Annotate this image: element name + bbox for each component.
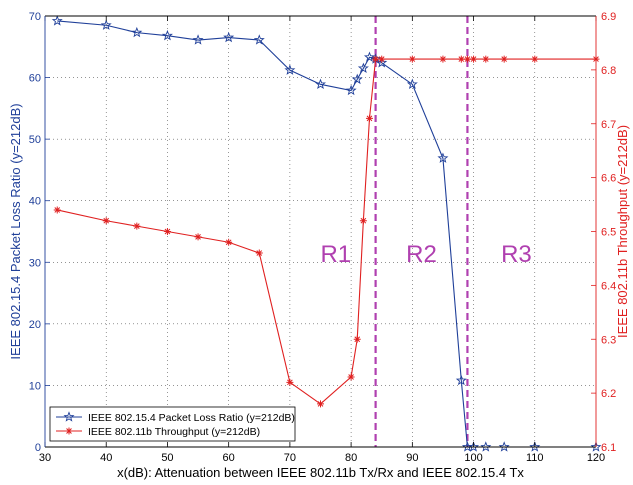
series-1-point <box>351 73 363 85</box>
series-1-point <box>284 64 296 75</box>
region-labels: R1 R2 R3 <box>320 241 531 268</box>
axes: 30 40 50 60 70 80 90 100 110 120 0 10 20 30 40 50 60 70 6.… <box>29 11 617 464</box>
x-tick-label: 60 <box>223 452 235 464</box>
y2-axis-label: IEEE 802.11b Throughput (y=212dB) <box>615 125 630 338</box>
series-2-point <box>225 238 233 246</box>
series-2-point <box>439 55 447 63</box>
series-1-point <box>161 29 173 41</box>
series-2-point <box>347 373 355 381</box>
x-tick-label: 110 <box>526 452 544 464</box>
series-1-point <box>131 26 143 38</box>
legend-entry: IEEE 802.15.4 Packet Loss Ratio (y=212dB… <box>88 412 295 424</box>
series-2-point <box>353 335 361 343</box>
x-tick-label: 90 <box>406 452 418 464</box>
series-1-point <box>455 374 467 386</box>
series-1-point <box>529 441 541 452</box>
region-label: R2 <box>406 241 437 268</box>
series-2-point <box>378 55 386 63</box>
series-2-point <box>531 55 539 63</box>
series-2-point <box>365 114 373 122</box>
series-1-point <box>406 78 418 90</box>
y-tick-label: 10 <box>29 380 41 392</box>
region-label: R3 <box>501 241 532 268</box>
series-1-point <box>345 84 357 96</box>
y-axis-label: IEEE 802.15.4 Packet Loss Ratio (y=212dB… <box>8 103 23 359</box>
series-2-point <box>317 400 324 408</box>
y2-tick-label: 6.9 <box>601 11 616 23</box>
series-1-point <box>51 15 63 26</box>
series-2-point <box>463 55 471 63</box>
x-tick-label: 50 <box>161 452 173 464</box>
series-2-point <box>133 222 141 230</box>
y2-tick-label: 6.7 <box>601 119 616 131</box>
series-2-point <box>457 55 465 63</box>
region-dividers <box>374 16 469 447</box>
series-2-point <box>102 217 110 225</box>
series-1-point <box>100 19 112 30</box>
series-2-point <box>482 55 490 63</box>
x-tick-label: 70 <box>284 452 296 464</box>
y-tick-label: 70 <box>29 11 41 23</box>
x-tick-label: 120 <box>587 452 605 464</box>
x-tick-label: 40 <box>100 452 112 464</box>
series-2-point <box>408 55 416 63</box>
series-1-point <box>590 441 602 452</box>
y-tick-label: 40 <box>29 196 41 208</box>
x-axis-label: x(dB): Attenuation between IEEE 802.11b … <box>117 465 524 480</box>
x-tick-label: 30 <box>39 452 51 464</box>
y-tick-label: 50 <box>29 134 41 146</box>
series-line-1 <box>57 20 596 448</box>
series-1-point <box>376 57 388 68</box>
series-1-point <box>363 51 375 62</box>
series-1-point <box>468 441 480 452</box>
legend-swatch-marker <box>63 411 75 422</box>
series-1-point <box>498 441 510 452</box>
y2-tick-label: 6.8 <box>601 65 616 77</box>
y-tick-label: 30 <box>29 257 41 269</box>
series-line-2 <box>57 58 596 405</box>
legend-swatch-marker <box>65 427 73 435</box>
series-1-point <box>315 78 326 90</box>
y2-tick-label: 6.1 <box>601 442 616 454</box>
y-tick-label: 0 <box>35 442 41 454</box>
y-tick-label: 60 <box>29 73 41 85</box>
y2-tick-label: 6.5 <box>601 227 616 239</box>
series-1-point <box>357 62 369 74</box>
x-tick-label: 80 <box>345 452 357 464</box>
series-2-point <box>163 228 171 235</box>
y2-tick-label: 6.4 <box>601 280 616 292</box>
series-2-point <box>194 233 202 241</box>
series-2-point <box>255 249 263 257</box>
series-layer <box>51 15 602 452</box>
series-2-point <box>372 55 380 63</box>
series-2-point <box>470 55 478 63</box>
series-2-point <box>500 55 508 63</box>
series-1-point <box>253 34 265 45</box>
series-2-point <box>53 206 61 214</box>
legend-entry: IEEE 802.11b Throughput (y=212dB) <box>88 426 260 438</box>
legend-box <box>49 406 296 442</box>
series-1-point <box>192 34 204 45</box>
series-1-point <box>223 31 235 43</box>
region-label: R1 <box>320 241 351 268</box>
legend: IEEE 802.15.4 Packet Loss Ratio (y=212dB… <box>49 406 296 442</box>
series-1-point <box>480 441 492 452</box>
x-tick-label: 100 <box>464 452 482 464</box>
y-tick-label: 20 <box>29 319 41 331</box>
y2-tick-label: 6.3 <box>601 334 616 346</box>
series-2-point <box>359 217 367 225</box>
series-2-point <box>286 378 294 386</box>
y2-tick-label: 6.6 <box>601 173 616 185</box>
y2-tick-label: 6.2 <box>601 388 616 400</box>
series-1-point <box>437 152 449 163</box>
